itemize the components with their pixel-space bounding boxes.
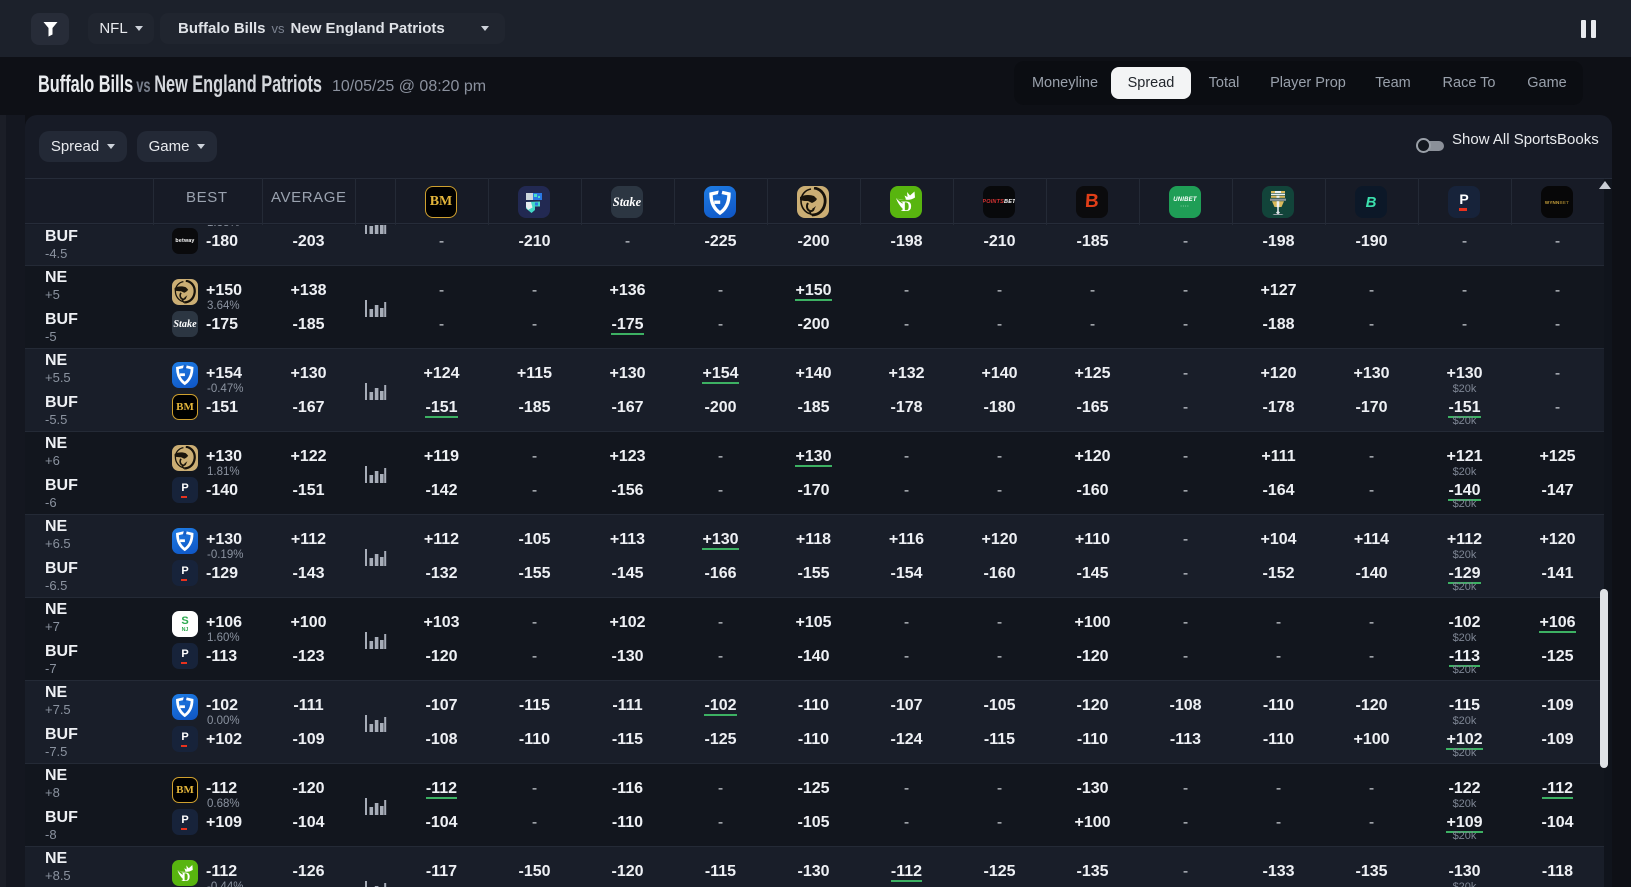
svg-text:D: D — [901, 199, 912, 215]
svg-text:D: D — [181, 869, 190, 883]
